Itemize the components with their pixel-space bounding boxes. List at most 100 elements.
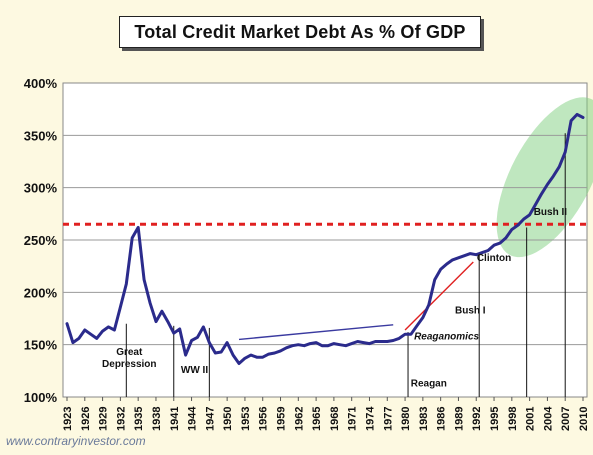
annotation-line: Bush II [534, 207, 568, 218]
x-tick-label: 1947 [204, 407, 216, 431]
annotation-line: WW II [181, 365, 208, 376]
data-point [89, 333, 92, 336]
data-point [576, 113, 578, 116]
data-point [522, 218, 525, 220]
axes: 100% 150% 200% 250% 300% 350% 400% 1923 1926 1929… [24, 76, 590, 431]
data-point [333, 342, 335, 345]
data-point [534, 203, 537, 206]
data-point [516, 224, 519, 227]
data-point [78, 337, 80, 340]
x-tick-label: 1968 [329, 407, 341, 431]
y-tick-label: 200% [24, 285, 58, 300]
data-point [368, 342, 371, 345]
data-point [226, 341, 228, 344]
y-tick-label: 100% [24, 390, 58, 405]
data-point [398, 337, 400, 340]
data-point [499, 242, 501, 244]
data-point [546, 183, 549, 186]
x-tick-label: 1938 [151, 407, 163, 431]
data-point [392, 339, 395, 342]
y-tick-label: 300% [24, 181, 58, 196]
data-point [113, 329, 116, 331]
data-point [196, 336, 199, 339]
data-point [505, 237, 507, 239]
x-tick-label: 1956 [258, 407, 270, 431]
data-point [386, 340, 389, 343]
data-point [202, 326, 205, 328]
x-tick-label: 1926 [80, 407, 92, 431]
data-point [422, 316, 424, 319]
x-tick-label: 1953 [240, 407, 252, 431]
annotation-label: Reagan [411, 379, 447, 390]
data-point [321, 344, 323, 347]
x-tick-label: 1923 [62, 407, 74, 431]
data-point [208, 341, 211, 344]
x-tick-label: 1971 [347, 407, 359, 431]
data-point [125, 283, 128, 285]
data-point [261, 356, 264, 359]
data-point [469, 252, 472, 255]
annotation-label: WW II [181, 365, 208, 376]
data-point [137, 226, 139, 229]
data-point [362, 341, 365, 344]
data-point [451, 259, 454, 261]
data-point [463, 254, 466, 257]
annotation-label: Great Depression [102, 347, 156, 370]
annotation-label: Bush II [534, 207, 568, 218]
data-point [427, 304, 430, 306]
data-point [220, 351, 223, 353]
data-point [344, 344, 347, 347]
data-point [178, 328, 181, 330]
data-point [493, 244, 495, 247]
data-point [285, 347, 288, 349]
x-tick-label: 1977 [382, 407, 394, 431]
data-point [250, 354, 252, 356]
x-tick-label: 1962 [293, 407, 305, 431]
data-point [267, 353, 270, 355]
x-tick-label: 2007 [560, 407, 572, 431]
annotation-line: Clinton [477, 253, 511, 264]
data-point [374, 340, 377, 343]
annotation-line: Bush I [455, 305, 486, 316]
y-tick-label: 150% [24, 338, 58, 353]
x-tick-label: 1965 [311, 407, 323, 431]
data-point [297, 343, 300, 346]
x-tick-label: 1980 [400, 407, 412, 431]
annotation-line: Reagan [411, 379, 447, 390]
x-tick-label: 1986 [436, 407, 448, 431]
x-tick-label: 1935 [133, 407, 145, 431]
x-tick-label: 1944 [187, 406, 199, 431]
data-point [475, 253, 478, 256]
chart-title-box: Total Credit Market Debt As % Of GDP [119, 16, 481, 48]
x-tick-label: 2004 [542, 406, 554, 431]
data-point [350, 342, 353, 345]
trend-line-postwar [238, 324, 394, 341]
data-point [433, 278, 436, 281]
data-point [279, 350, 282, 352]
data-point [511, 228, 513, 231]
y-tick-label: 400% [24, 76, 58, 91]
data-point [309, 342, 311, 345]
data-point [214, 352, 217, 354]
data-point [315, 341, 317, 344]
data-point [172, 332, 175, 334]
data-point [95, 337, 98, 340]
data-point [570, 119, 572, 122]
data-point [327, 344, 329, 347]
data-point [416, 325, 418, 327]
chart-title: Total Credit Market Debt As % Of GDP [134, 21, 466, 42]
x-tick-label: 1950 [222, 407, 234, 431]
data-point [457, 256, 460, 259]
data-point [66, 322, 68, 325]
data-point [149, 302, 151, 304]
data-point [380, 340, 383, 343]
x-tick-label: 1941 [169, 407, 181, 431]
data-point [552, 175, 555, 177]
data-point [72, 341, 74, 344]
data-point [161, 310, 163, 312]
data-point [232, 354, 234, 356]
y-tick-label: 250% [24, 233, 58, 248]
data-point [564, 151, 567, 153]
data-point [356, 340, 359, 343]
